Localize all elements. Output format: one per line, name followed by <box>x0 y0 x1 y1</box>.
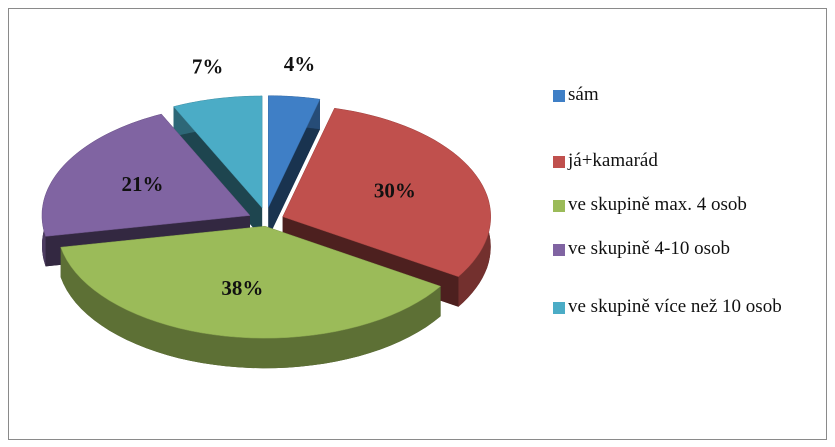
legend-swatch <box>553 244 565 256</box>
data-labels: 4% 30% 38% 21% 7% <box>121 52 415 300</box>
slice-top <box>173 95 263 209</box>
legend-swatch <box>553 156 565 168</box>
data-label: 38% <box>221 276 263 300</box>
slice-top <box>282 107 491 277</box>
legend-item: sám <box>553 80 793 110</box>
pie-slice <box>60 225 442 369</box>
legend-label: ve skupině max. 4 osob <box>568 194 747 215</box>
data-label: 4% <box>284 52 316 76</box>
legend-swatch <box>553 90 565 102</box>
legend-label: sám <box>568 84 599 105</box>
slice-top <box>268 95 321 208</box>
legend: sám já+kamarád ve skupině max. 4 osob ve sk… <box>553 80 793 322</box>
slice-wall <box>268 99 320 238</box>
legend-swatch <box>553 200 565 212</box>
legend-item: ve skupině 4-10 osob <box>553 234 793 264</box>
legend-swatch <box>553 302 565 314</box>
legend-item: já+kamarád <box>553 146 793 176</box>
slice-side <box>60 247 441 369</box>
legend-label: ve skupině 4-10 osob <box>568 238 731 259</box>
data-label: 21% <box>121 172 163 196</box>
legend-item: ve skupině max. 4 osob <box>553 190 793 220</box>
slice-top <box>60 225 442 339</box>
data-label: 7% <box>192 55 224 79</box>
legend-label: ve skupině více než 10 osob <box>568 296 782 317</box>
data-label: 30% <box>374 179 416 203</box>
pie <box>41 95 491 369</box>
pie-slice <box>268 95 321 238</box>
legend-label: já+kamarád <box>568 150 658 171</box>
legend-item: ve skupině více než 10 osob <box>553 292 793 322</box>
slice-top <box>41 113 251 237</box>
